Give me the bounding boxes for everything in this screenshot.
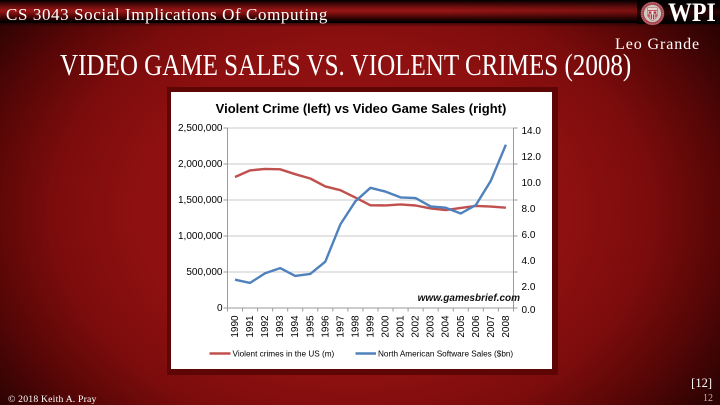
svg-text:1995: 1995 xyxy=(305,315,316,338)
svg-text:0: 0 xyxy=(216,303,222,314)
svg-text:2001: 2001 xyxy=(395,315,406,338)
svg-text:1991: 1991 xyxy=(245,315,256,338)
svg-text:Violent Crime (left) vs Video: Violent Crime (left) vs Video Game Sales… xyxy=(215,101,506,116)
svg-text:500,000: 500,000 xyxy=(186,267,223,278)
svg-text:2.0: 2.0 xyxy=(521,282,535,293)
svg-text:2006: 2006 xyxy=(470,315,481,338)
svg-text:6.0: 6.0 xyxy=(521,230,535,241)
svg-text:1996: 1996 xyxy=(320,315,331,338)
svg-text:4.0: 4.0 xyxy=(521,256,535,267)
svg-text:www.gamesbrief.com: www.gamesbrief.com xyxy=(417,293,520,304)
svg-text:2002: 2002 xyxy=(410,315,421,338)
svg-text:2007: 2007 xyxy=(485,315,496,338)
svg-text:10.0: 10.0 xyxy=(521,178,541,189)
svg-text:1,500,000: 1,500,000 xyxy=(178,195,223,206)
svg-text:2008: 2008 xyxy=(500,315,511,338)
svg-text:2,000,000: 2,000,000 xyxy=(178,159,223,170)
svg-text:2003: 2003 xyxy=(425,315,436,338)
svg-text:0.0: 0.0 xyxy=(521,305,535,316)
svg-text:1998: 1998 xyxy=(350,315,361,338)
svg-text:2,500,000: 2,500,000 xyxy=(178,123,223,134)
svg-text:14.0: 14.0 xyxy=(521,126,541,137)
svg-text:1999: 1999 xyxy=(365,315,376,338)
svg-text:2000: 2000 xyxy=(380,315,391,338)
svg-text:1993: 1993 xyxy=(275,315,286,338)
svg-text:1992: 1992 xyxy=(260,315,271,338)
svg-text:Violent crimes in the US (m): Violent crimes in the US (m) xyxy=(232,350,334,359)
svg-text:2005: 2005 xyxy=(455,315,466,338)
svg-text:8.0: 8.0 xyxy=(521,204,535,215)
svg-text:North American Software Sales: North American Software Sales ($bn) xyxy=(378,350,513,359)
svg-text:1994: 1994 xyxy=(290,315,301,338)
svg-text:2004: 2004 xyxy=(440,315,451,338)
svg-text:12.0: 12.0 xyxy=(521,152,541,163)
svg-text:1997: 1997 xyxy=(335,315,346,338)
svg-text:1990: 1990 xyxy=(230,315,241,338)
svg-text:1,000,000: 1,000,000 xyxy=(178,231,223,242)
